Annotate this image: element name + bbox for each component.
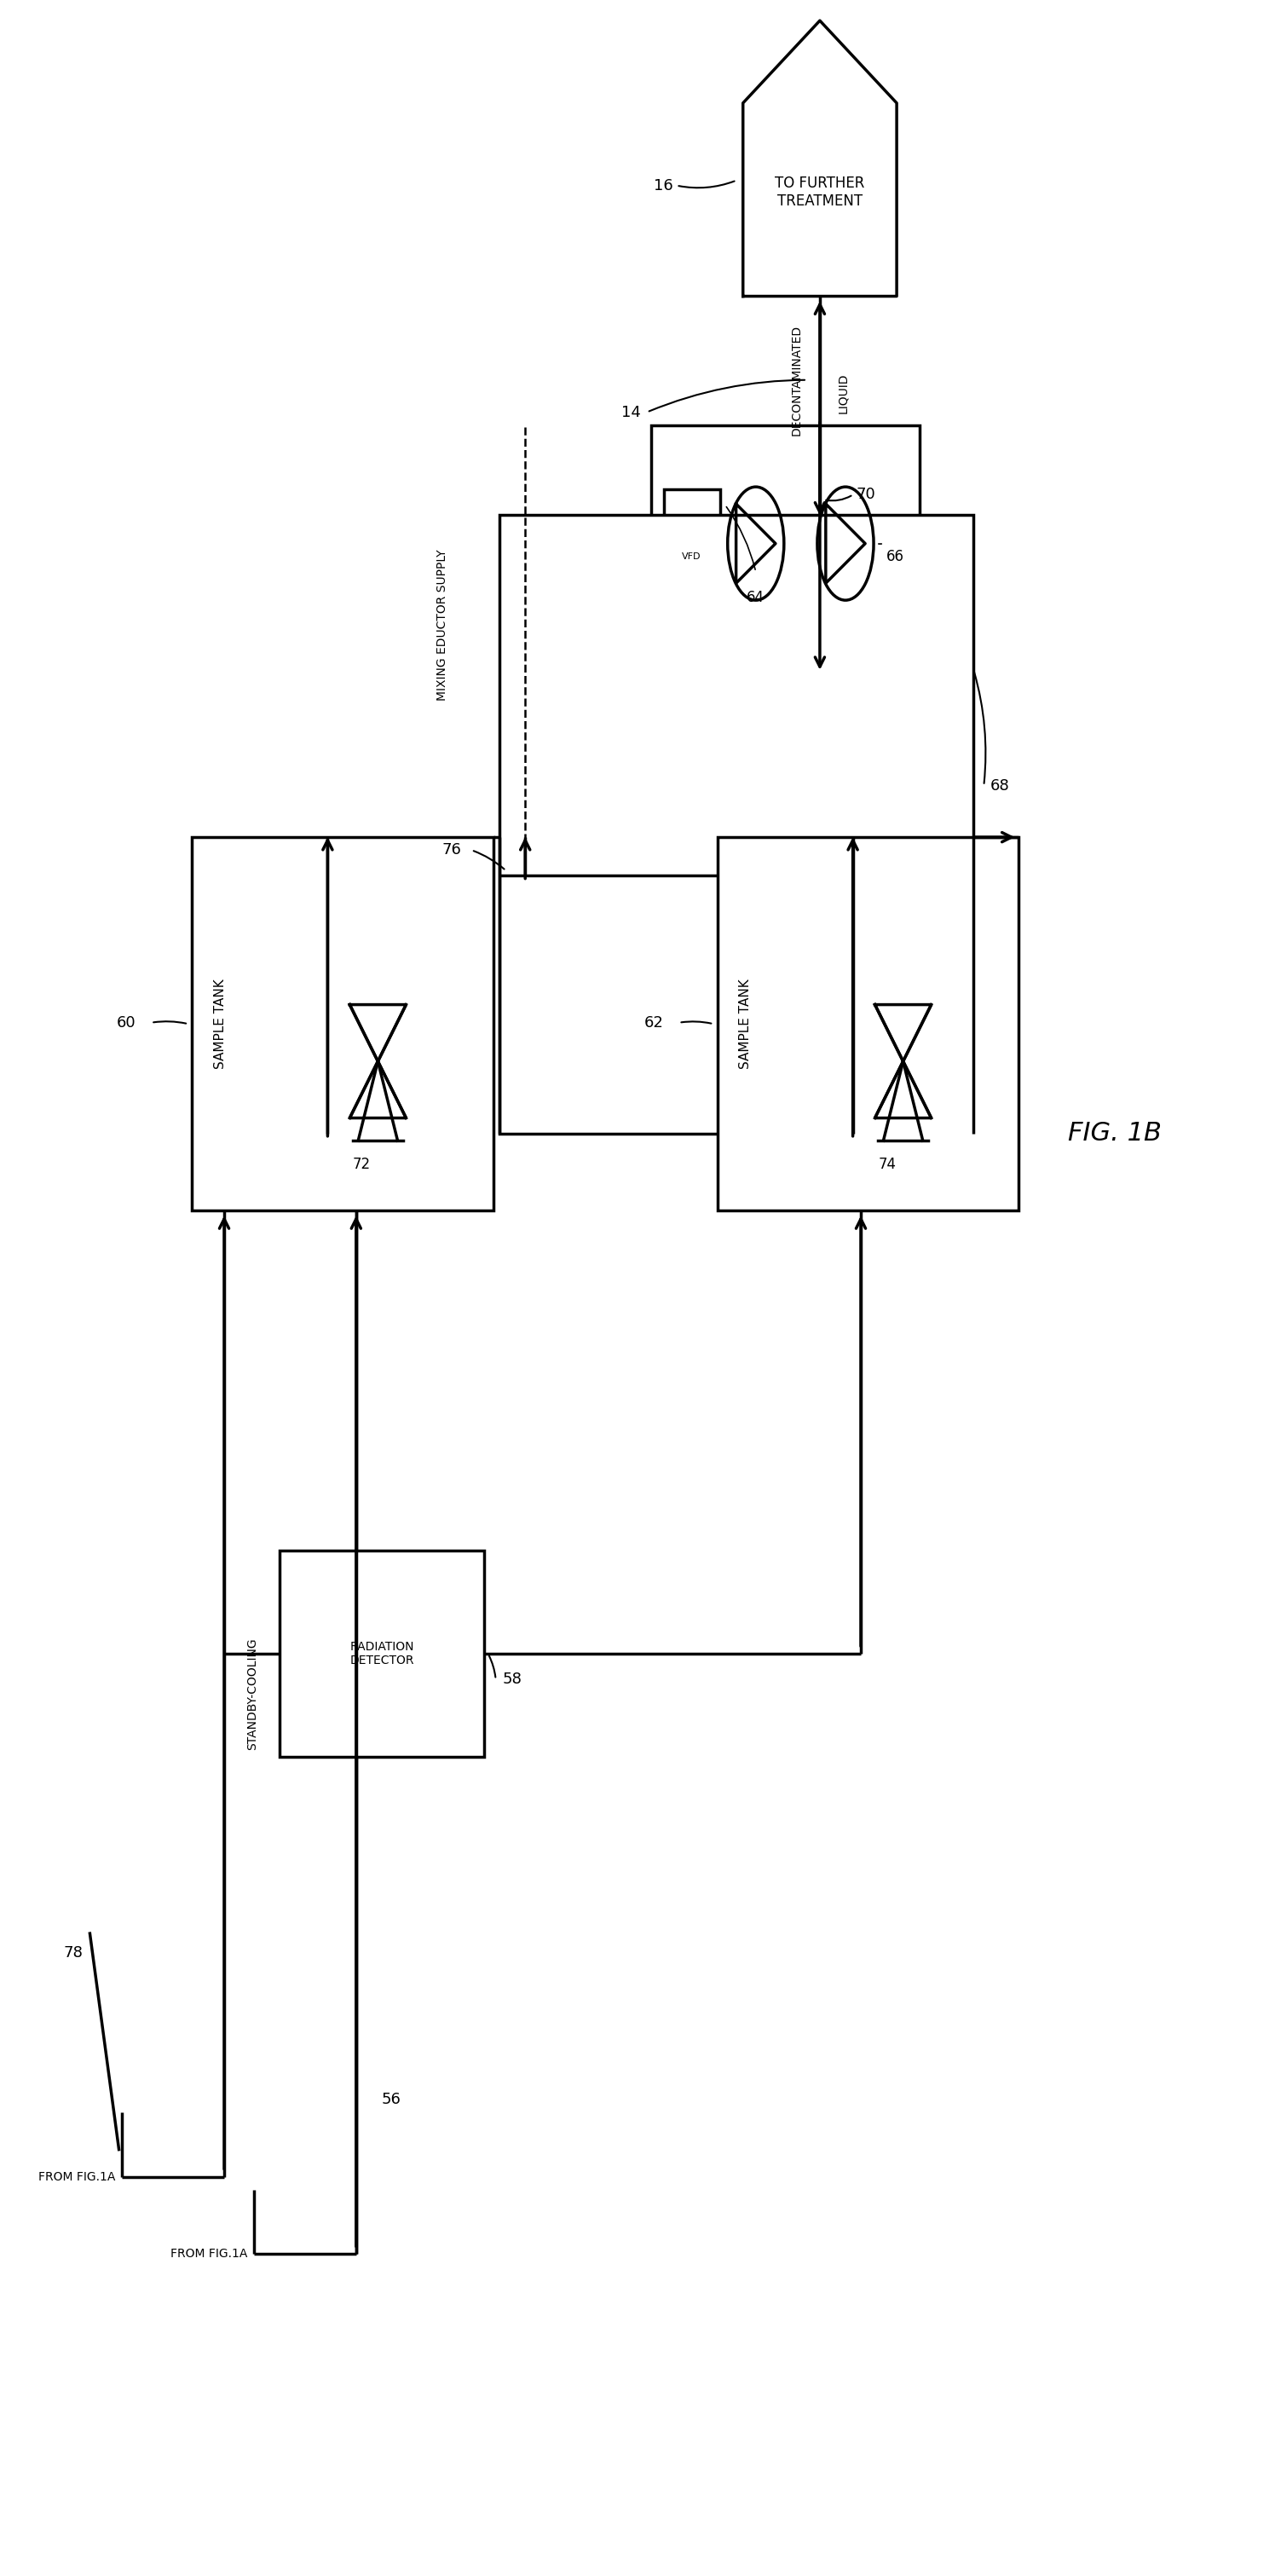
Text: 76: 76 [442, 842, 461, 858]
Text: SAMPLE TANK: SAMPLE TANK [739, 979, 752, 1069]
Bar [651, 425, 920, 670]
Text: 14: 14 [621, 404, 640, 420]
Text: FROM FIG.1A: FROM FIG.1A [170, 2249, 247, 2259]
Text: 78: 78 [64, 1945, 83, 1960]
Text: TO FURTHER
TREATMENT: TO FURTHER TREATMENT [775, 175, 865, 209]
Text: LIQUID: LIQUID [836, 374, 849, 412]
Text: 58: 58 [502, 1672, 521, 1687]
Text: 64: 64 [747, 590, 765, 605]
Bar [500, 515, 974, 1133]
Text: 56: 56 [382, 2092, 401, 2107]
Text: 72: 72 [352, 1157, 370, 1172]
Text: 16: 16 [653, 178, 674, 193]
Text: 70: 70 [856, 487, 875, 502]
Text: STANDBY-COOLING: STANDBY-COOLING [246, 1638, 259, 1749]
Bar [279, 1551, 484, 1757]
Text: SAMPLE TANK: SAMPLE TANK [214, 979, 227, 1069]
Text: VFD: VFD [683, 551, 701, 562]
Text: 60: 60 [117, 1015, 136, 1030]
Text: RADIATION
DETECTOR: RADIATION DETECTOR [350, 1641, 414, 1667]
Bar [717, 837, 1018, 1211]
Text: 66: 66 [886, 549, 904, 564]
Text: 74: 74 [879, 1157, 897, 1172]
Text: DECONTAMINATED: DECONTAMINATED [790, 325, 803, 435]
Bar [664, 489, 720, 623]
Bar [192, 837, 493, 1211]
Text: FROM FIG.1A: FROM FIG.1A [38, 2172, 115, 2182]
Text: 62: 62 [644, 1015, 664, 1030]
Text: FIG. 1B: FIG. 1B [1067, 1121, 1162, 1146]
Text: 68: 68 [990, 778, 1009, 793]
Text: MIXING EDUCTOR SUPPLY: MIXING EDUCTOR SUPPLY [436, 549, 448, 701]
